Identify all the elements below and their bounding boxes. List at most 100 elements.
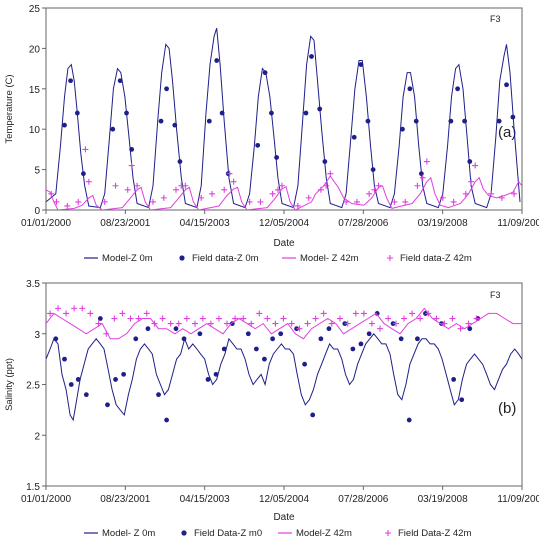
legend-label: Model-Z 0m [102,253,153,264]
data-point [326,326,332,332]
data-point [205,377,211,382]
data-point [358,341,364,347]
x-tick-label: 01/01/2000 [21,494,71,505]
data-point [95,320,102,327]
data-point [206,118,212,124]
data-point [183,315,190,322]
chart-salinity: 1.5 2 2.5 3 3.5 01/01/2000 08/23/2001 04/15/200… [4,279,539,539]
data-point [113,377,118,382]
legend-label: Field Data-Z m0 [194,528,262,539]
y-tick-label: 3.5 [26,279,40,290]
y-axis-label: Temperature (C) [4,74,15,143]
data-point [53,198,60,205]
data-point [451,377,457,382]
data-point [75,377,81,382]
data-point [353,198,360,205]
data-point [262,356,267,362]
y-tick-label: 5 [34,166,40,177]
data-point [167,320,174,327]
x-axis-label: Date [273,512,295,523]
data-point [415,336,420,342]
y-axis-label: Salinity (ppt) [4,358,15,411]
data-point [230,178,237,185]
data-point [310,412,316,418]
data-point [351,134,357,140]
data-point [439,194,446,201]
panel-label: (a) [498,124,516,141]
data-point [181,336,187,342]
legend-swatch [387,255,393,261]
data-point [365,118,371,124]
x-tick-label: 12/05/2004 [259,494,309,505]
data-point [192,320,199,327]
data-point [198,194,205,201]
plot-frame [45,282,523,487]
data-point [199,315,206,322]
data-point [164,86,169,92]
legend-label: Field data-Z 42m [400,253,472,264]
data-point [279,182,286,189]
legend: Model- Z 0m Field Data-Z m0 Model-Z 42m Fie… [84,528,471,539]
series-line [46,333,522,422]
legend-label: Model-Z 42m [296,528,352,539]
data-point [103,330,110,337]
data-point [246,198,253,205]
data-point [151,320,158,327]
y-tick-label: 2.5 [26,381,40,392]
data-point [344,320,351,327]
data-point [462,118,468,124]
data-point [510,114,516,120]
data-point [392,320,399,327]
data-point [317,106,323,112]
data-point [274,155,279,160]
data-point [375,182,382,189]
data-point [391,198,398,205]
y-tick-label: 3 [34,330,40,341]
data-point [457,325,464,332]
data-point [110,126,116,132]
data-point [358,62,364,67]
data-point [240,315,247,322]
data-point [53,336,59,342]
data-point [224,320,231,327]
series-0 [46,333,522,422]
data-point [264,315,271,322]
series-1 [62,54,516,177]
data-point [173,326,179,332]
data-point [256,310,263,317]
data-point [312,315,319,322]
series-line [46,307,522,340]
data-point [352,310,359,317]
chart-temperature: 0 5 10 15 20 25 01/01/2000 08/23/2001 04/15/2003… [4,4,539,264]
panel-label: (b) [498,400,516,417]
data-point [398,336,404,342]
data-point [253,346,259,352]
data-point [124,186,131,193]
x-tick-label: 12/05/2004 [259,218,309,229]
x-tick-label: 03/19/2008 [418,494,468,505]
data-point [221,346,227,352]
legend-label: Model- Z 0m [102,528,155,539]
data-point [124,110,129,116]
data-point [309,54,314,59]
station-tag: F3 [490,14,501,24]
data-point [455,86,461,92]
data-point [462,190,469,197]
data-point [75,198,82,205]
data-point [111,315,118,322]
data-point [172,122,178,128]
data-point [323,182,330,189]
data-point [511,190,518,197]
data-point [262,70,268,76]
x-tick-label: 07/28/2006 [338,218,388,229]
data-point [343,198,350,205]
data-point [177,159,183,164]
data-point [417,315,424,322]
data-point [376,325,383,332]
data-point [68,78,73,84]
data-point [117,78,123,84]
data-point [81,171,86,177]
data-point [269,190,276,197]
x-tick-label: 11/09/2009 [497,218,539,229]
data-point [374,311,380,316]
